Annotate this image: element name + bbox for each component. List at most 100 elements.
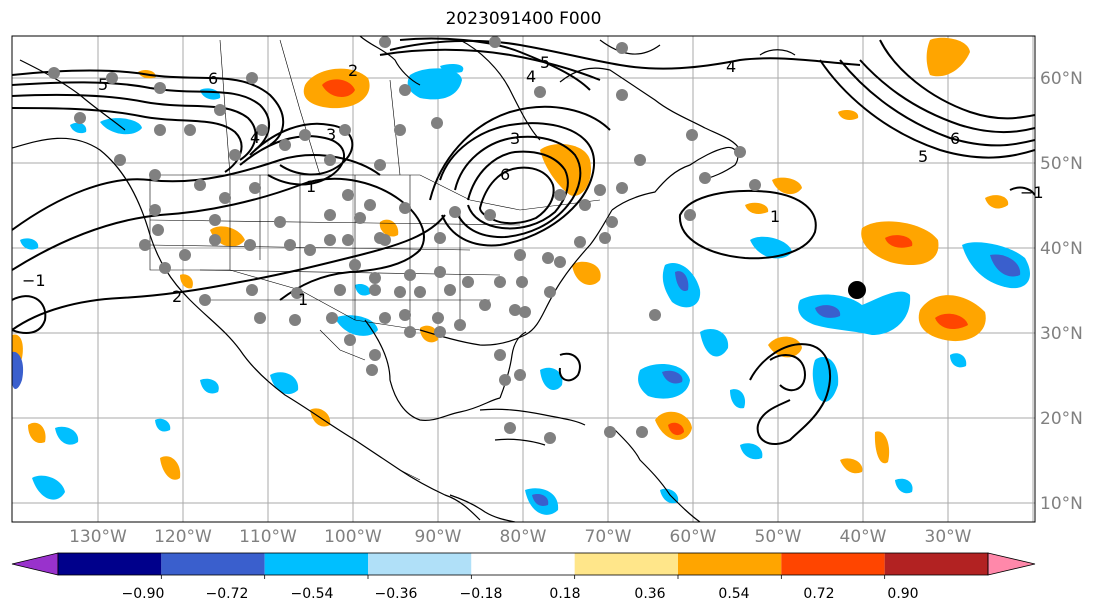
- station-dot: [454, 319, 466, 331]
- station-dot: [219, 192, 231, 204]
- station-dot: [544, 286, 556, 298]
- station-dot: [434, 232, 446, 244]
- station-dot: [284, 239, 296, 251]
- lat-label: 60°N: [1040, 69, 1083, 89]
- station-dot: [369, 272, 381, 284]
- station-dot: [634, 154, 646, 166]
- lon-label: 130°W: [69, 527, 127, 547]
- station-dot: [209, 234, 221, 246]
- station-dot: [369, 284, 381, 296]
- contour-label-group: 6 5 4 3 2 1 −1 6 5 4 3 2 1 4 5 6 1 −1: [22, 53, 1044, 309]
- lon-label: 60°W: [670, 527, 717, 547]
- lat-label: 10°N: [1040, 494, 1083, 514]
- station-dot: [244, 239, 256, 251]
- station-dot: [199, 294, 211, 306]
- station-dot: [279, 139, 291, 151]
- station-dot: [399, 84, 411, 96]
- station-dot: [179, 249, 191, 261]
- contour-label: 5: [540, 53, 550, 72]
- contour-label: 6: [950, 129, 960, 148]
- colorbar-tick-label: 0.36: [634, 586, 665, 602]
- station-dot: [324, 154, 336, 166]
- latitude-labels: 60°N 50°N 40°N 30°N 20°N 10°N: [1040, 69, 1083, 514]
- colorbar-tick-label: −0.90: [122, 586, 165, 602]
- colorbar-tick-label: 0.18: [549, 586, 580, 602]
- station-dot: [604, 426, 616, 438]
- station-dot: [734, 146, 746, 158]
- station-markers: [48, 36, 761, 444]
- station-dot: [574, 236, 586, 248]
- station-dot: [516, 276, 528, 288]
- station-dot: [48, 67, 60, 79]
- contour-label: 4: [526, 67, 536, 86]
- station-dot: [479, 299, 491, 311]
- station-dot: [152, 224, 164, 236]
- station-dot: [616, 182, 628, 194]
- station-dot: [749, 179, 761, 191]
- lon-label: 90°W: [415, 527, 462, 547]
- colorbar-segment: [678, 553, 782, 575]
- colorbar-segment: [471, 553, 575, 575]
- station-dot: [399, 309, 411, 321]
- station-dot: [184, 124, 196, 136]
- station-dot: [504, 422, 516, 434]
- contour-label: 6: [208, 69, 218, 88]
- station-dot: [499, 374, 511, 386]
- station-dot: [369, 349, 381, 361]
- station-dot: [254, 312, 266, 324]
- contour-label: 4: [726, 57, 736, 76]
- station-dot: [414, 286, 426, 298]
- station-dot: [326, 312, 338, 324]
- colorbar-frame: [57, 552, 989, 576]
- colorbar-segment: [574, 553, 678, 575]
- station-dot: [394, 124, 406, 136]
- colorbar-tick-label: 0.54: [718, 586, 749, 602]
- station-dot: [519, 306, 531, 318]
- station-dot: [114, 154, 126, 166]
- station-dot: [432, 312, 444, 324]
- station-dot: [544, 432, 556, 444]
- station-dot: [399, 202, 411, 214]
- station-dot: [246, 72, 258, 84]
- station-dot: [214, 104, 226, 116]
- station-dot: [344, 334, 356, 346]
- lon-label: 70°W: [585, 527, 632, 547]
- station-dot: [379, 312, 391, 324]
- station-dot: [462, 276, 474, 288]
- colorbar-tick-label: −0.72: [206, 586, 249, 602]
- contour-label: 6: [500, 165, 510, 184]
- station-dot: [494, 349, 506, 361]
- station-dot: [159, 262, 171, 274]
- station-dot: [599, 232, 611, 244]
- station-dot: [374, 159, 386, 171]
- station-dot: [349, 259, 361, 271]
- contour-label: 4: [250, 128, 260, 147]
- station-dot: [374, 232, 386, 244]
- colorbar-segment: [781, 553, 885, 575]
- contour-lines: [12, 37, 1035, 445]
- station-dot: [686, 129, 698, 141]
- station-dot: [594, 184, 606, 196]
- colorbar-segment: [264, 553, 368, 575]
- station-dot: [139, 239, 151, 251]
- station-dot: [249, 182, 261, 194]
- map-title: 2023091400 F000: [445, 9, 602, 29]
- lon-label: 110°W: [239, 527, 297, 547]
- lon-label: 80°W: [500, 527, 547, 547]
- station-dot: [364, 199, 376, 211]
- station-dot: [324, 209, 336, 221]
- station-dot: [542, 252, 554, 264]
- station-dot: [404, 326, 416, 338]
- contour-label: 1: [770, 207, 780, 226]
- colorbar-tick-label: 0.72: [803, 586, 834, 602]
- station-dot: [579, 199, 591, 211]
- station-dot: [394, 286, 406, 298]
- lat-label: 50°N: [1040, 154, 1083, 174]
- station-dot: [246, 284, 258, 296]
- station-dot: [684, 209, 696, 221]
- station-dot: [304, 244, 316, 256]
- colorbar-extend-high: [987, 552, 1036, 576]
- station-dot: [489, 36, 501, 48]
- contour-label: −1: [22, 271, 46, 290]
